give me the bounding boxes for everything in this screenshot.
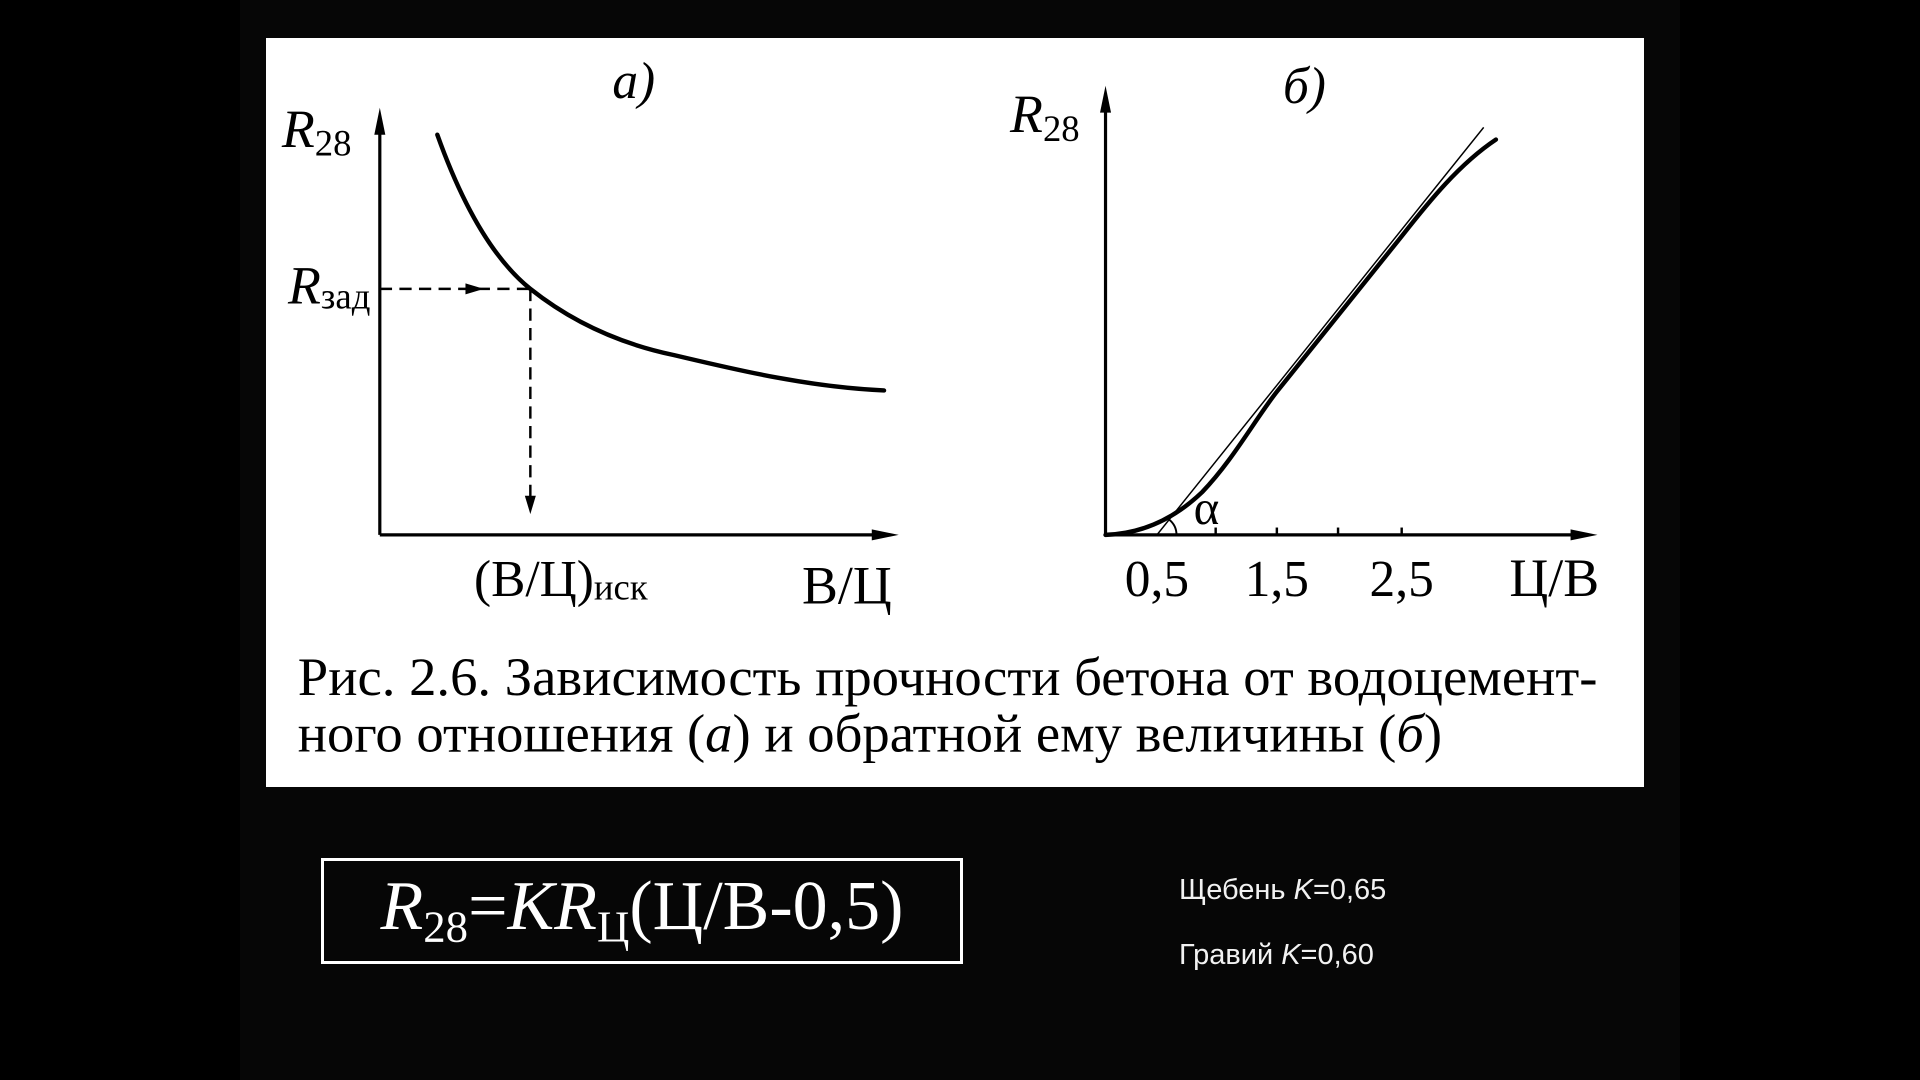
caption-text: )	[1424, 703, 1442, 763]
coefficient-value: =0,65	[1312, 874, 1387, 906]
target-strength-label: Rзад	[287, 256, 370, 317]
formula-cement-subscript: Ц	[597, 901, 630, 952]
panel-b-y-axis-label: R28	[1009, 84, 1080, 149]
panel-b-x-tick-label: 2,5	[1370, 551, 1434, 608]
panel-a-y-subscript: 28	[315, 123, 352, 164]
panel-b-tangent-line	[1156, 126, 1485, 536]
target-strength-subscript: зад	[321, 275, 370, 316]
coefficient-material: Гравий	[1179, 939, 1274, 971]
caption-line-1: Рис. 2.6. Зависимость прочности бетона о…	[298, 647, 1598, 707]
required-ratio-subscript: иск	[594, 567, 648, 608]
panel-b-y-symbol: R	[1009, 84, 1043, 144]
panel-b-y-subscript: 28	[1043, 108, 1080, 149]
panel-a-y-axis-label: R28	[281, 99, 352, 164]
formula-ratio-term: (Ц/В-0,5)	[629, 868, 904, 946]
required-ratio-text: (В/Ц)	[474, 551, 594, 608]
formula-strength-subscript: 28	[423, 901, 469, 952]
formula-cement-symbol: R	[554, 868, 598, 946]
panel-a-x-axis-label: В/Ц	[802, 555, 892, 615]
coefficient-crushed-stone: Щебень K=0,65	[1179, 872, 1386, 908]
panel-b-angle-label: α	[1194, 480, 1220, 535]
caption-text: ного отношения (	[298, 703, 705, 763]
panel-b-x-tick-label: 0,5	[1125, 551, 1189, 608]
formula-coefficient: K	[507, 868, 555, 946]
panel-b-label: б)	[1283, 58, 1326, 115]
coefficient-material: Щебень	[1179, 874, 1286, 906]
coefficient-value: =0,60	[1300, 939, 1374, 971]
panel-b-x-axis-label: Ц/В	[1509, 548, 1599, 608]
panel-b-x-tick-label: 1,5	[1245, 551, 1309, 608]
slide: а) R28 Rзад (В/Ц)иск В/Ц	[240, 0, 1680, 1080]
figure-graphics: а) R28 Rзад (В/Ц)иск В/Ц	[281, 53, 1599, 764]
target-strength-arrow	[465, 283, 484, 295]
coefficient-symbol: K	[1281, 939, 1301, 971]
strength-formula: R28=KRЦ(Ц/В-0,5)	[381, 872, 904, 949]
panel-b-y-axis-arrow	[1100, 85, 1112, 113]
panel-a-strength-curve	[435, 132, 887, 393]
panel-a-y-axis-arrow	[374, 107, 386, 135]
coefficient-symbol: K	[1293, 874, 1313, 906]
figure-caption: Рис. 2.6. Зависимость прочности бетона о…	[298, 647, 1598, 763]
textbook-figure: а) R28 Rзад (В/Ц)иск В/Ц	[266, 38, 1644, 787]
required-ratio-label: (В/Ц)иск	[474, 551, 648, 608]
panel-b-x-axis-arrow	[1570, 529, 1598, 541]
caption-text: ) и обратной ему величины (	[733, 703, 1397, 763]
panel-a-x-axis-arrow	[871, 529, 899, 541]
formula-equals: =	[468, 868, 508, 946]
target-strength-symbol: R	[287, 256, 321, 316]
panel-b-angle-arc	[1168, 518, 1178, 535]
panel-a-label: а)	[612, 53, 655, 110]
formula-box: R28=KRЦ(Ц/В-0,5)	[321, 858, 963, 964]
required-ratio-arrow	[524, 495, 536, 515]
panel-b-strength-curve	[1103, 137, 1499, 538]
formula-strength-symbol: R	[380, 868, 424, 946]
coefficient-gravel: Гравий K=0,60	[1179, 937, 1374, 973]
panel-b: α б) R28 0,5 1,5 2,5 Ц/В	[1009, 58, 1599, 608]
caption-panel-a-ref: а	[705, 703, 732, 763]
caption-panel-b-ref: б	[1396, 703, 1425, 763]
caption-line-2: ного отношения (а) и обратной ему величи…	[298, 703, 1442, 763]
panel-a-y-symbol: R	[281, 99, 315, 159]
panel-a: а) R28 Rзад (В/Ц)иск В/Ц	[281, 53, 899, 615]
